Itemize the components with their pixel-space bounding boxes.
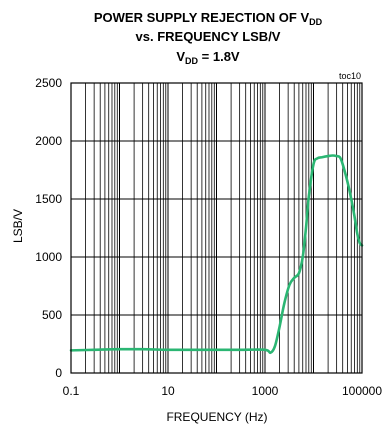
y-axis-label: LSB/V [11,209,25,243]
x-tick-labels: 0.1 10 1000 100000 [63,384,383,398]
chart-title-line1: POWER SUPPLY REJECTION OF VDD [94,10,323,27]
y-tick-label: 2500 [35,76,62,90]
y-tick-label: 0 [55,366,62,380]
y-tick-labels: 0 500 1000 1500 2000 2500 [35,76,62,380]
x-tick-label: 10 [161,384,175,398]
y-tick-label: 1000 [35,250,62,264]
series-line-0 [69,154,364,355]
chart-title-line3: VDD = 1.8V [176,49,240,66]
x-tick-label: 100000 [342,384,382,398]
y-tick-label: 1500 [35,192,62,206]
grid [71,83,362,373]
x-axis-label: FREQUENCY (Hz) [166,410,267,424]
x-tick-label: 1000 [252,384,279,398]
plot-frame [70,82,363,374]
y-tick-label: 2000 [35,134,62,148]
y-tick-label: 500 [42,308,62,322]
series-layer [69,154,364,355]
chart-tag: toc10 [339,71,361,81]
x-tick-label: 0.1 [63,384,80,398]
chart-title-line2: vs. FREQUENCY LSB/V [136,29,281,44]
